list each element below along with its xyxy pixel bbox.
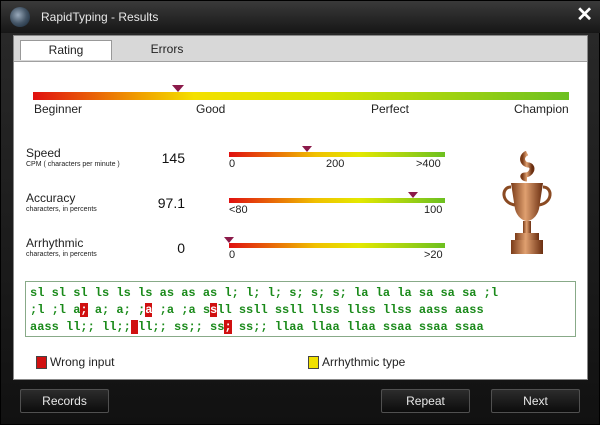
typed-text-segment: ll;; ss;; ss	[138, 320, 225, 334]
typed-text-segment: a; a; ;	[87, 303, 146, 317]
wrong-input-char	[130, 320, 139, 334]
arrhythmic-label: Arrhythmic	[26, 236, 84, 250]
title-bar: RapidTyping - Results ✕	[1, 1, 600, 33]
results-panel: Rating Errors Beginner Good Perfect Cham…	[13, 35, 588, 380]
arrhythmic-sublabel: characters, in percents	[26, 251, 97, 258]
typed-text-box[interactable]: sl sl sl ls ls ls as as as l; l; l; s; s…	[25, 281, 576, 337]
typed-text-segment: sl sl sl ls ls ls as as as l; l; l; s; s…	[30, 286, 499, 300]
arrhythmic-tick-min: 0	[229, 249, 236, 261]
arrhythmic-type-swatch	[308, 356, 319, 370]
tab-rating[interactable]: Rating	[20, 40, 112, 60]
accuracy-label: Accuracy	[26, 191, 76, 205]
arrhythmic-bar	[229, 243, 445, 248]
repeat-button[interactable]: Repeat	[381, 389, 470, 413]
wrong-input-label: Wrong input	[50, 355, 115, 369]
speed-tick-min: 0	[229, 158, 236, 170]
accuracy-tick-max: 100	[424, 204, 443, 216]
accuracy-tick-min: <80	[229, 204, 248, 216]
accuracy-value: 97.1	[157, 195, 185, 211]
accuracy-bar	[229, 198, 445, 203]
wrong-input-char: a	[145, 303, 153, 317]
speed-tick-max: >400	[416, 158, 441, 170]
legend-wrong-input: Wrong input	[36, 355, 115, 370]
close-icon[interactable]: ✕	[576, 4, 593, 26]
wrong-input-char: ;	[80, 303, 88, 317]
wrong-input-swatch	[36, 356, 47, 370]
speed-label: Speed	[26, 146, 61, 160]
tab-errors[interactable]: Errors	[150, 42, 184, 56]
speed-tick-mid: 200	[326, 158, 345, 170]
typed-text-segment: ;l ;l a	[30, 303, 81, 317]
tab-bar: Rating Errors	[14, 36, 587, 62]
arrhythmic-type-label: Arrhythmic type	[322, 355, 406, 369]
next-button[interactable]: Next	[491, 389, 580, 413]
rating-label-champion: Champion	[514, 102, 569, 116]
rating-scale-bar	[33, 92, 569, 100]
records-button[interactable]: Records	[20, 389, 109, 413]
typed-text-segment: ll ssll ssll llss llss llss aass aass	[217, 303, 484, 317]
typed-text-segment: ss;; llaa llaa llaa ssaa ssaa ssaa	[231, 320, 484, 334]
wrong-input-char: s	[210, 303, 218, 317]
typed-text-segment: aass ll;; ll;;	[30, 320, 131, 334]
arrhythmic-marker-icon	[224, 237, 234, 243]
text-line: aass ll;; ll;; ll;; ss;; ss; ss;; llaa l…	[30, 319, 571, 336]
window-title: RapidTyping - Results	[41, 10, 159, 24]
trophy-icon	[502, 151, 552, 254]
rating-label-perfect: Perfect	[371, 102, 410, 116]
rating-marker-icon	[171, 85, 184, 92]
wrong-input-char: ;	[224, 320, 232, 334]
rating-label-beginner: Beginner	[34, 102, 83, 116]
speed-marker-icon	[301, 146, 312, 152]
legend-arrhythmic-type: Arrhythmic type	[308, 355, 406, 370]
text-line: sl sl sl ls ls ls as as as l; l; l; s; s…	[30, 285, 571, 302]
arrhythmic-tick-max: >20	[424, 249, 443, 261]
rating-label-good: Good	[196, 102, 226, 116]
speed-sublabel: CPM ( characters per minute )	[26, 161, 120, 168]
app-logo-icon	[10, 7, 30, 27]
speed-bar	[229, 152, 445, 157]
arrhythmic-value: 0	[177, 240, 185, 256]
speed-value: 145	[161, 150, 185, 166]
accuracy-marker-icon	[407, 192, 418, 198]
typed-text-segment: ;a ;a s	[152, 303, 211, 317]
accuracy-sublabel: characters, in percents	[26, 206, 97, 213]
text-line: ;l ;l a; a; a; ;a ;a ;a ssll ssll ssll l…	[30, 302, 571, 319]
